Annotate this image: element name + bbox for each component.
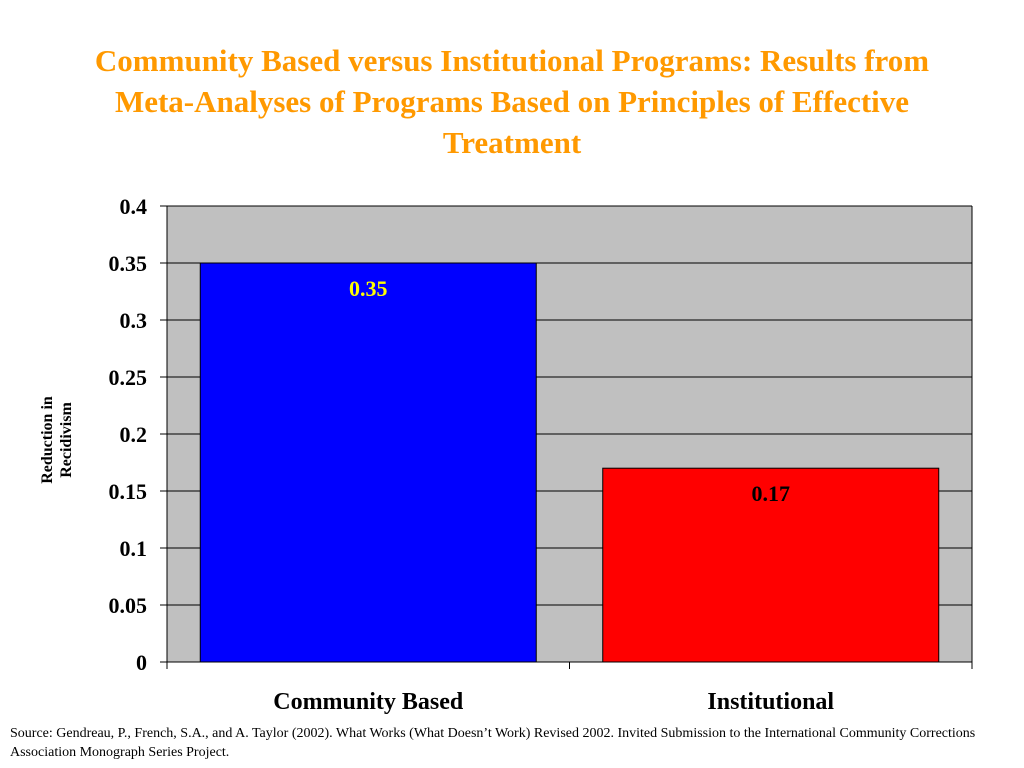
y-tick-label: 0.1	[120, 536, 148, 561]
y-tick-labels: 0 0.05 0.1 0.15 0.2 0.25 0.3 0.35 0.4	[109, 194, 148, 675]
bars	[199, 262, 940, 663]
y-tick-label: 0.05	[109, 593, 148, 618]
y-axis-label: Reduction in Recidivism	[39, 396, 75, 484]
y-tick-label: 0.15	[109, 479, 148, 504]
bar-community-based	[199, 262, 537, 663]
bar-institutional	[602, 467, 940, 663]
y-axis-label-line: Reduction in	[39, 396, 56, 484]
data-labels: 0.35 0.17	[349, 276, 790, 506]
x-tick-label: Institutional	[707, 689, 834, 715]
x-tick-labels: Community Based Institutional	[273, 689, 834, 715]
y-tick-label: 0.2	[120, 422, 148, 447]
x-tick-label: Community Based	[273, 689, 464, 715]
y-tick-label: 0.25	[109, 365, 148, 390]
chart-title: Community Based versus Institutional Pro…	[94, 43, 930, 160]
source-citation: Source: Gendreau, P., French, S.A., and …	[10, 726, 976, 760]
y-tick-label: 0	[136, 650, 147, 675]
y-tick-label: 0.35	[109, 251, 148, 276]
y-tick-label: 0.3	[120, 308, 148, 333]
data-label: 0.35	[349, 276, 388, 301]
y-tick-label: 0.4	[120, 194, 148, 219]
y-axis-label-line: Recidivism	[58, 402, 75, 478]
data-label: 0.17	[752, 481, 791, 506]
bar-chart: 0 0.05 0.1 0.15 0.2 0.25 0.3 0.35 0.4 Community …	[39, 194, 973, 715]
axes	[160, 205, 973, 669]
